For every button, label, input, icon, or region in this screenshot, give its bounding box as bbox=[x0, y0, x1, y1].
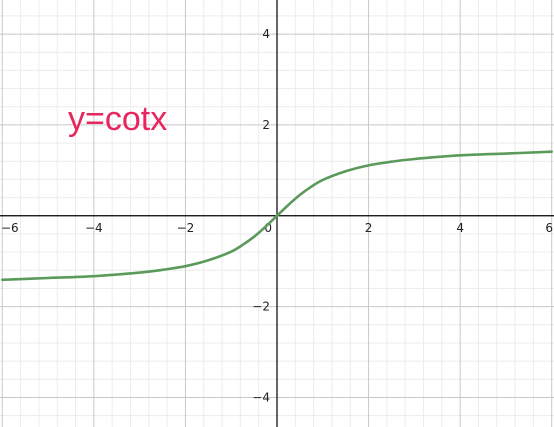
series-group bbox=[0, 150, 554, 282]
y-tick-label: −4 bbox=[252, 390, 270, 404]
x-tick-label: 2 bbox=[365, 221, 373, 235]
function-annotation: y=cotx bbox=[68, 100, 167, 138]
tick-labels: −6 −4 −2 0 2 4 6 −4 −2 2 4 bbox=[1, 27, 553, 404]
series-line-0 bbox=[0, 150, 554, 282]
y-tick-label: −2 bbox=[252, 300, 270, 314]
x-tick-label: 0 bbox=[264, 221, 272, 235]
y-tick-label: 4 bbox=[262, 27, 270, 41]
y-tick-label: 2 bbox=[262, 118, 270, 132]
x-tick-label: 4 bbox=[456, 221, 464, 235]
x-tick-label: −2 bbox=[177, 221, 195, 235]
x-tick-label: −4 bbox=[85, 221, 103, 235]
x-tick-label: 6 bbox=[545, 221, 553, 235]
x-tick-label: −6 bbox=[1, 221, 19, 235]
